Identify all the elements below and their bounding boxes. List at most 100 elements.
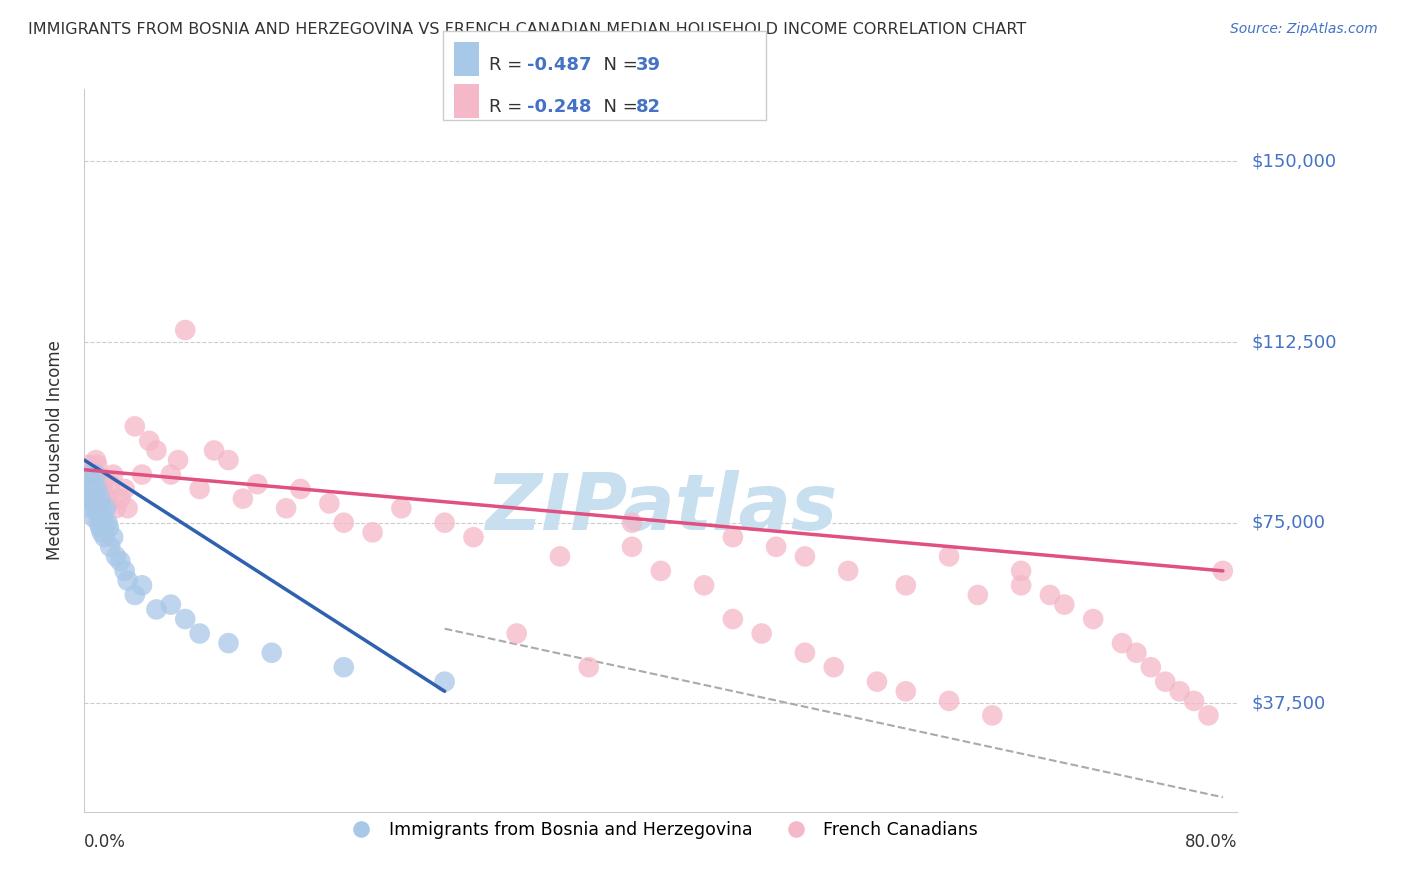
Point <box>578 660 600 674</box>
Point <box>938 549 960 564</box>
Text: ZIPatlas: ZIPatlas <box>485 470 837 546</box>
Text: 0.0%: 0.0% <box>84 833 127 851</box>
Point <box>89 491 111 506</box>
Point <box>83 477 105 491</box>
Point <box>1010 564 1032 578</box>
Point <box>91 511 114 525</box>
Point <box>1053 598 1076 612</box>
Point <box>105 549 128 564</box>
Point <box>124 588 146 602</box>
Point <box>117 501 139 516</box>
Point <box>218 636 240 650</box>
Point <box>131 578 153 592</box>
Point <box>188 626 211 640</box>
Point <box>721 530 744 544</box>
Text: IMMIGRANTS FROM BOSNIA AND HERZEGOVINA VS FRENCH CANADIAN MEDIAN HOUSEHOLD INCOM: IMMIGRANTS FROM BOSNIA AND HERZEGOVINA V… <box>28 22 1026 37</box>
Point <box>391 501 413 516</box>
Point <box>866 674 889 689</box>
Point <box>93 501 115 516</box>
Point <box>77 458 100 472</box>
Point <box>86 506 108 520</box>
Point <box>84 501 107 516</box>
Point <box>117 574 139 588</box>
Point <box>138 434 160 448</box>
Point <box>167 453 190 467</box>
Point <box>721 612 744 626</box>
Point <box>124 419 146 434</box>
Text: $112,500: $112,500 <box>1251 333 1337 351</box>
Point <box>794 549 817 564</box>
Y-axis label: Median Household Income: Median Household Income <box>45 341 63 560</box>
Text: Source: ZipAtlas.com: Source: ZipAtlas.com <box>1230 22 1378 37</box>
Point <box>79 491 101 506</box>
Point <box>90 501 112 516</box>
Point <box>894 578 917 592</box>
Point <box>79 472 101 486</box>
Point <box>765 540 787 554</box>
Point <box>333 660 356 674</box>
Point <box>160 598 183 612</box>
Text: N =: N = <box>592 98 644 116</box>
Text: R =: R = <box>489 98 529 116</box>
Point <box>84 467 107 482</box>
Point <box>89 520 111 534</box>
Point <box>1154 674 1177 689</box>
Point <box>110 491 132 506</box>
Legend: Immigrants from Bosnia and Herzegovina, French Canadians: Immigrants from Bosnia and Herzegovina, … <box>336 814 986 847</box>
Point <box>621 516 644 530</box>
Text: 39: 39 <box>636 56 661 74</box>
Point <box>87 496 110 510</box>
Point <box>1182 694 1205 708</box>
Point <box>87 472 110 486</box>
Text: $75,000: $75,000 <box>1251 514 1324 532</box>
Point <box>1083 612 1105 626</box>
Text: N =: N = <box>592 56 644 74</box>
Point <box>97 496 120 510</box>
Text: $150,000: $150,000 <box>1251 153 1336 170</box>
Point <box>84 477 107 491</box>
Text: 80.0%: 80.0% <box>1185 833 1237 851</box>
Point <box>981 708 1004 723</box>
Point <box>290 482 312 496</box>
Point <box>83 491 105 506</box>
Point <box>96 516 118 530</box>
Point <box>80 463 103 477</box>
Point <box>77 467 100 482</box>
Point <box>90 496 112 510</box>
Point <box>94 501 117 516</box>
Point <box>433 516 456 530</box>
Point <box>894 684 917 698</box>
Point <box>621 540 644 554</box>
Point <box>361 525 384 540</box>
Text: -0.487: -0.487 <box>527 56 592 74</box>
Point <box>87 491 110 506</box>
Point <box>174 612 197 626</box>
Text: $37,500: $37,500 <box>1251 694 1326 713</box>
Point <box>276 501 298 516</box>
Point <box>1125 646 1147 660</box>
Point <box>110 554 132 568</box>
Point <box>174 323 197 337</box>
Point <box>114 564 136 578</box>
Point <box>103 530 124 544</box>
Point <box>80 482 103 496</box>
Point <box>1140 660 1163 674</box>
Point <box>188 482 211 496</box>
Point <box>218 453 240 467</box>
Point <box>86 482 108 496</box>
Point <box>83 511 105 525</box>
Point <box>86 482 108 496</box>
Point <box>751 626 773 640</box>
Point <box>103 467 124 482</box>
Point <box>1198 708 1220 723</box>
Point <box>90 525 112 540</box>
Point <box>86 458 108 472</box>
Point <box>433 674 456 689</box>
Point <box>333 516 356 530</box>
Point <box>1168 684 1191 698</box>
Point <box>145 443 167 458</box>
Point <box>693 578 716 592</box>
Point <box>938 694 960 708</box>
Point <box>98 477 121 491</box>
Point <box>463 530 485 544</box>
